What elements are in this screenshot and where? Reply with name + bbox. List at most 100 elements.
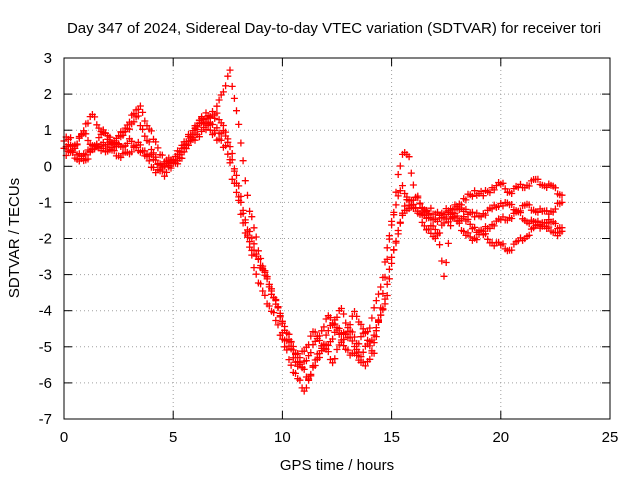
- y-tick-label: 3: [44, 50, 52, 67]
- data-point: [458, 201, 465, 209]
- data-point: [230, 165, 238, 173]
- data-point: [244, 191, 251, 199]
- data-point: [265, 302, 273, 310]
- data-point: [302, 357, 310, 365]
- data-point: [259, 287, 267, 295]
- data-point: [246, 207, 254, 215]
- data-point: [307, 349, 315, 357]
- data-point: [340, 336, 348, 343]
- data-point: [185, 141, 192, 149]
- data-point: [385, 232, 393, 240]
- data-point: [451, 209, 459, 217]
- data-point: [167, 164, 175, 172]
- y-axis-label: SDTVAR / TECUs: [6, 178, 23, 298]
- y-tick-label: 1: [44, 122, 52, 139]
- data-point: [84, 137, 92, 144]
- data-point: [309, 362, 317, 370]
- data-point: [161, 162, 168, 170]
- data-point: [329, 335, 337, 343]
- data-point: [440, 210, 448, 218]
- data-point: [383, 292, 391, 299]
- data-point: [233, 171, 240, 179]
- data-point: [294, 350, 302, 357]
- data-point: [440, 219, 448, 227]
- data-point: [246, 243, 254, 251]
- data-point: [233, 107, 240, 115]
- data-point: [399, 211, 406, 219]
- data-point: [130, 110, 138, 118]
- data-point: [388, 221, 396, 229]
- data-point: [558, 191, 566, 199]
- data-point: [499, 179, 507, 187]
- data-point: [219, 88, 227, 96]
- data-point: [222, 82, 230, 90]
- data-point: [455, 219, 463, 227]
- data-point: [335, 341, 343, 349]
- data-point: [150, 164, 157, 171]
- data-point: [551, 220, 559, 227]
- data-point: [261, 268, 269, 276]
- data-point: [274, 304, 282, 312]
- data-point: [228, 156, 236, 164]
- data-point: [322, 331, 330, 339]
- data-point: [372, 297, 380, 305]
- data-point: [399, 182, 406, 190]
- data-point: [484, 235, 492, 243]
- data-point: [464, 215, 472, 223]
- data-point: [123, 140, 131, 147]
- data-point: [326, 314, 334, 322]
- data-point: [154, 144, 162, 152]
- data-point: [265, 283, 273, 291]
- data-point: [84, 155, 92, 163]
- data-point: [276, 331, 284, 339]
- data-point: [525, 182, 533, 190]
- data-point: [344, 324, 352, 332]
- data-point: [488, 205, 496, 213]
- data-point: [145, 138, 153, 146]
- data-point: [213, 102, 221, 110]
- data-point: [490, 186, 498, 194]
- data-point: [195, 119, 203, 127]
- data-point: [434, 218, 441, 225]
- data-point: [517, 209, 524, 217]
- data-point: [392, 237, 400, 245]
- data-point: [67, 141, 75, 149]
- data-point: [241, 177, 249, 185]
- data-point: [174, 160, 182, 168]
- data-point: [141, 117, 149, 125]
- data-point: [392, 188, 400, 196]
- data-point: [508, 201, 516, 208]
- data-point: [370, 331, 378, 339]
- data-point: [296, 354, 304, 362]
- data-point: [204, 120, 212, 128]
- data-point: [479, 192, 487, 200]
- data-point: [263, 273, 271, 281]
- data-point: [394, 227, 402, 234]
- data-point: [311, 356, 319, 364]
- data-point: [320, 323, 328, 331]
- data-point: [333, 326, 341, 334]
- data-point: [329, 359, 337, 367]
- data-point: [388, 259, 396, 267]
- data-point: [180, 148, 188, 156]
- data-point: [200, 116, 208, 124]
- data-point: [508, 246, 516, 254]
- data-point: [152, 156, 160, 164]
- data-point: [75, 134, 83, 142]
- data-point: [501, 185, 509, 193]
- data-point: [366, 355, 374, 363]
- data-point: [228, 175, 236, 183]
- data-point: [226, 66, 234, 74]
- data-point: [84, 119, 92, 127]
- data-point: [217, 136, 225, 144]
- data-point: [311, 328, 319, 336]
- data-point: [418, 204, 426, 212]
- data-point: [385, 275, 393, 283]
- data-point: [287, 361, 295, 369]
- data-point: [466, 220, 474, 228]
- data-point: [268, 287, 275, 295]
- data-point: [359, 348, 367, 356]
- data-point: [136, 122, 144, 130]
- data-point: [152, 138, 160, 146]
